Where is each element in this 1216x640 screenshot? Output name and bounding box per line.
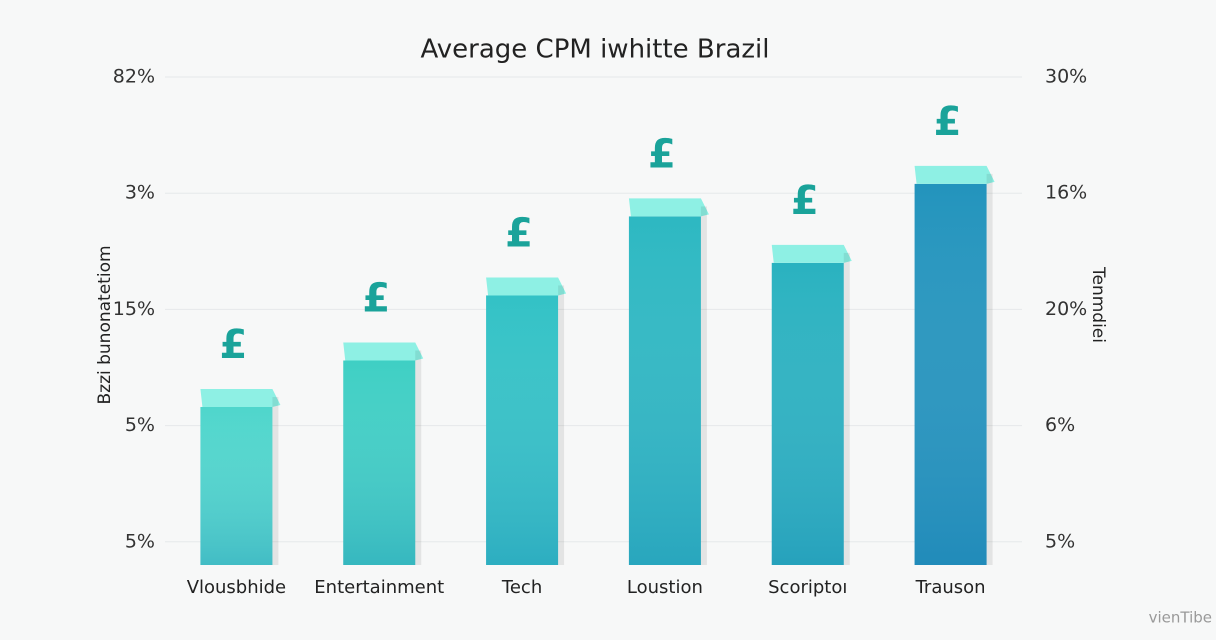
bar-top — [200, 388, 281, 407]
bar-side — [558, 285, 565, 565]
y-tick-label: 15% — [113, 298, 155, 320]
bar-shade — [343, 360, 416, 565]
bar-symbol: £ — [648, 131, 676, 177]
y2-tick-label: 20% — [1045, 298, 1087, 320]
x-tick-label: Vlousbhide — [187, 577, 286, 598]
y-tick-label: 3% — [125, 182, 155, 204]
chart-title: Average CPM iwhitte Brazil — [421, 35, 770, 65]
y2-tick-label: 5% — [1045, 530, 1075, 552]
x-tick-label: Tech — [501, 577, 542, 598]
bar-shade — [771, 262, 844, 565]
bar-shade — [914, 183, 987, 565]
bar-shade — [200, 406, 273, 565]
watermark: vienTibe — [1149, 609, 1212, 627]
x-tick-label: Loustion — [627, 577, 703, 598]
x-tick-label: Entertainment — [314, 577, 444, 598]
y-tick-label: 5% — [125, 530, 155, 552]
bar-side — [700, 206, 707, 565]
y-axis-label: Bzzi bunonatetiom — [95, 245, 115, 404]
bar-shade — [628, 216, 701, 565]
bar-side — [986, 173, 993, 565]
bar-symbol: £ — [505, 210, 533, 256]
y2-tick-label: 30% — [1045, 66, 1087, 88]
y2-axis-label: Tenmdiei — [1088, 266, 1108, 343]
bar-side — [843, 252, 850, 565]
x-tick-label: Trauson — [915, 577, 986, 598]
bar-top — [914, 165, 995, 184]
y2-tick-label: 6% — [1045, 414, 1075, 436]
x-tick-label: Scoriptoı — [768, 577, 847, 598]
bar-symbol: £ — [362, 276, 390, 322]
bar-side — [415, 350, 422, 565]
bar-top — [343, 342, 424, 361]
bar-side — [272, 396, 279, 565]
bar-shade — [486, 295, 559, 565]
bar-top — [486, 277, 567, 296]
y-tick-label: 82% — [113, 66, 155, 88]
bar-top — [771, 244, 852, 263]
bar-symbol: £ — [791, 178, 819, 224]
y2-tick-label: 16% — [1045, 182, 1087, 204]
y-tick-label: 5% — [125, 414, 155, 436]
bar-top — [628, 198, 709, 217]
bar-symbol: £ — [219, 322, 247, 368]
bar-symbol: £ — [934, 99, 962, 145]
